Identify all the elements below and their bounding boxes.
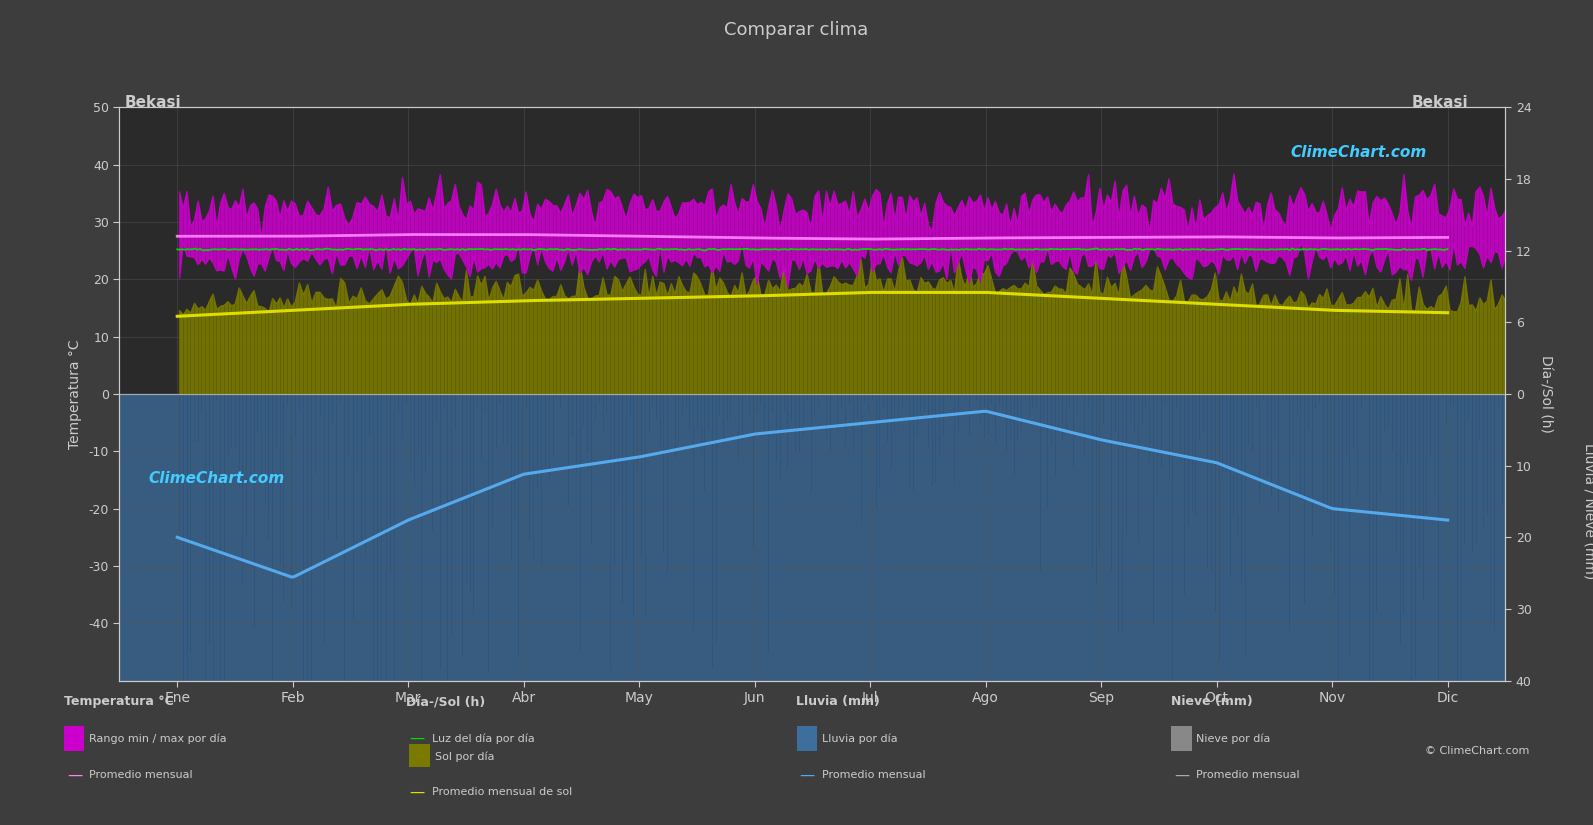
- Text: —: —: [67, 768, 83, 783]
- Text: Nieve (mm): Nieve (mm): [1171, 695, 1252, 709]
- Text: —: —: [800, 768, 816, 783]
- Text: Bekasi: Bekasi: [1411, 95, 1469, 110]
- Text: Día-/Sol (h): Día-/Sol (h): [406, 695, 486, 709]
- Text: Temperatura °C: Temperatura °C: [64, 695, 174, 709]
- Text: Lluvia (mm): Lluvia (mm): [796, 695, 881, 709]
- Text: Comparar clima: Comparar clima: [725, 21, 868, 39]
- Text: © ClimeChart.com: © ClimeChart.com: [1424, 746, 1529, 756]
- Text: Promedio mensual: Promedio mensual: [822, 771, 926, 780]
- Text: Bekasi: Bekasi: [124, 95, 182, 110]
- Text: —: —: [1174, 768, 1190, 783]
- Y-axis label: Temperatura °C: Temperatura °C: [68, 339, 81, 449]
- Text: Sol por día: Sol por día: [435, 752, 494, 761]
- Text: Promedio mensual: Promedio mensual: [89, 771, 193, 780]
- Text: Lluvia / Nieve (mm): Lluvia / Nieve (mm): [1583, 443, 1593, 580]
- Text: —: —: [409, 785, 425, 799]
- Text: Rango min / max por día: Rango min / max por día: [89, 733, 226, 743]
- Text: ClimeChart.com: ClimeChart.com: [1290, 145, 1427, 160]
- Text: Nieve por día: Nieve por día: [1196, 733, 1271, 743]
- Text: —: —: [409, 731, 425, 746]
- Text: Luz del día por día: Luz del día por día: [432, 733, 535, 743]
- Text: Lluvia por día: Lluvia por día: [822, 733, 897, 743]
- Text: Promedio mensual: Promedio mensual: [1196, 771, 1300, 780]
- Text: Promedio mensual de sol: Promedio mensual de sol: [432, 787, 572, 797]
- Text: ClimeChart.com: ClimeChart.com: [148, 471, 285, 486]
- Y-axis label: Día-/Sol (h): Día-/Sol (h): [1539, 355, 1553, 433]
